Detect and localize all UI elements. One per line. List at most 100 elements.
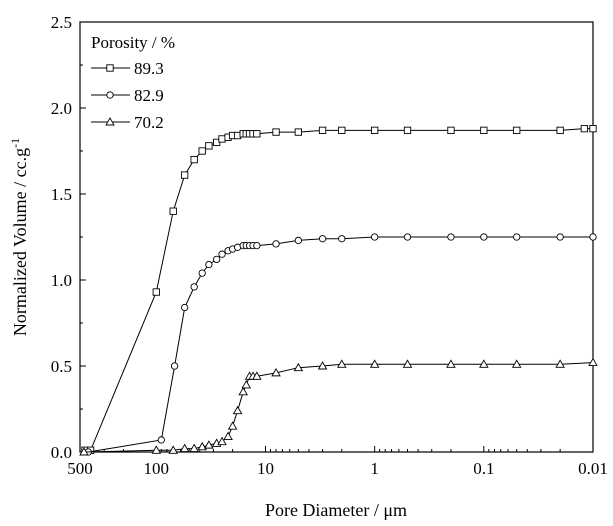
data-point — [403, 233, 412, 241]
data-point — [589, 124, 597, 133]
data-point — [589, 233, 597, 241]
data-point — [190, 283, 198, 291]
x-tick-label: 1 — [370, 459, 379, 478]
data-point — [218, 250, 226, 258]
legend-item-82.9: 82.9 — [91, 86, 164, 105]
data-point — [479, 359, 489, 368]
data-point — [152, 288, 160, 296]
data-point — [151, 445, 162, 454]
data-point — [179, 443, 190, 453]
data-point — [293, 362, 304, 372]
data-point — [232, 405, 243, 415]
data-point — [318, 235, 327, 243]
data-point — [241, 380, 252, 389]
data-point — [369, 359, 380, 368]
data-point — [446, 359, 456, 368]
y-tick-label: 2.5 — [51, 13, 72, 32]
data-point — [402, 359, 413, 368]
x-tick-label: 0.1 — [473, 459, 494, 478]
series-89.3 — [81, 124, 597, 454]
legend-marker — [105, 117, 115, 126]
data-point — [238, 386, 248, 396]
data-point — [338, 126, 346, 135]
legend-item-89.3: 89.3 — [91, 59, 164, 78]
x-tick-label: 0.01 — [578, 459, 608, 478]
y-tick-label: 1.0 — [51, 271, 72, 290]
data-point — [338, 235, 346, 243]
data-point — [272, 128, 280, 136]
data-point — [198, 269, 206, 277]
data-point — [513, 233, 521, 241]
y-axis-title-main: Normalized Volume / cc.g — [10, 148, 30, 336]
series-line — [88, 236, 593, 453]
data-point — [317, 361, 328, 370]
data-point — [227, 421, 238, 430]
legend-title: Porosity / % — [91, 33, 175, 52]
data-point — [205, 260, 213, 269]
data-point — [197, 441, 207, 451]
data-point — [213, 255, 221, 264]
data-point — [272, 240, 280, 248]
legend-label: 89.3 — [134, 59, 164, 78]
data-point — [588, 357, 598, 367]
data-point — [223, 431, 233, 440]
y-tick-label: 0.0 — [51, 443, 72, 462]
data-point — [447, 126, 455, 135]
data-point — [447, 233, 455, 241]
y-axis-title-superscript: -1 — [8, 138, 22, 148]
legend-marker — [106, 91, 114, 99]
x-axis-title: Pore Diameter / μm — [265, 500, 407, 520]
y-axis-title: Normalized Volume / cc.g-1 — [8, 138, 30, 336]
data-point — [371, 126, 379, 135]
data-point — [253, 130, 261, 138]
legend-marker — [106, 64, 114, 72]
data-point — [253, 241, 261, 250]
data-point — [403, 126, 412, 135]
data-point — [337, 359, 347, 368]
data-point — [294, 128, 302, 136]
data-point — [555, 359, 565, 368]
legend-label: 70.2 — [134, 113, 164, 132]
data-point — [157, 436, 165, 444]
data-point — [371, 233, 379, 241]
y-axis: 0.0 0.5 1.0 1.5 2.0 2.5 — [51, 13, 86, 462]
series-line — [85, 128, 593, 451]
data-point — [556, 233, 564, 241]
data-point — [580, 124, 589, 133]
data-point — [181, 171, 189, 179]
x-tick-label: 100 — [144, 459, 170, 478]
x-tick-label: 500 — [67, 459, 93, 478]
series-line — [83, 362, 594, 453]
data-point — [79, 447, 89, 456]
legend: Porosity / % 89.3 82.9 70.2 — [91, 33, 175, 132]
data-point — [511, 359, 522, 368]
data-point — [170, 362, 179, 370]
data-point — [205, 142, 213, 150]
data-point — [480, 233, 488, 241]
series-70.2 — [79, 357, 598, 456]
data-point — [217, 436, 227, 446]
data-point — [198, 147, 206, 155]
x-tick-label: 10 — [257, 459, 274, 478]
legend-item-70.2: 70.2 — [91, 113, 164, 132]
data-point — [168, 445, 178, 454]
data-point — [513, 126, 521, 135]
data-point — [271, 367, 281, 377]
series-layer — [79, 124, 598, 456]
y-tick-label: 2.0 — [51, 99, 72, 118]
data-point — [181, 303, 189, 312]
data-point — [190, 155, 198, 164]
data-point — [294, 236, 302, 245]
data-point — [189, 443, 199, 453]
data-point — [556, 126, 564, 135]
data-point — [204, 440, 214, 449]
svg-text:Normalized Volume / cc.g-1: Normalized Volume / cc.g-1 — [8, 138, 30, 336]
series-82.9 — [84, 233, 597, 456]
data-point — [318, 126, 327, 135]
data-point — [218, 135, 226, 143]
y-tick-label: 1.5 — [51, 185, 72, 204]
legend-label: 82.9 — [134, 86, 164, 105]
data-point — [169, 207, 177, 215]
data-point — [480, 126, 488, 135]
